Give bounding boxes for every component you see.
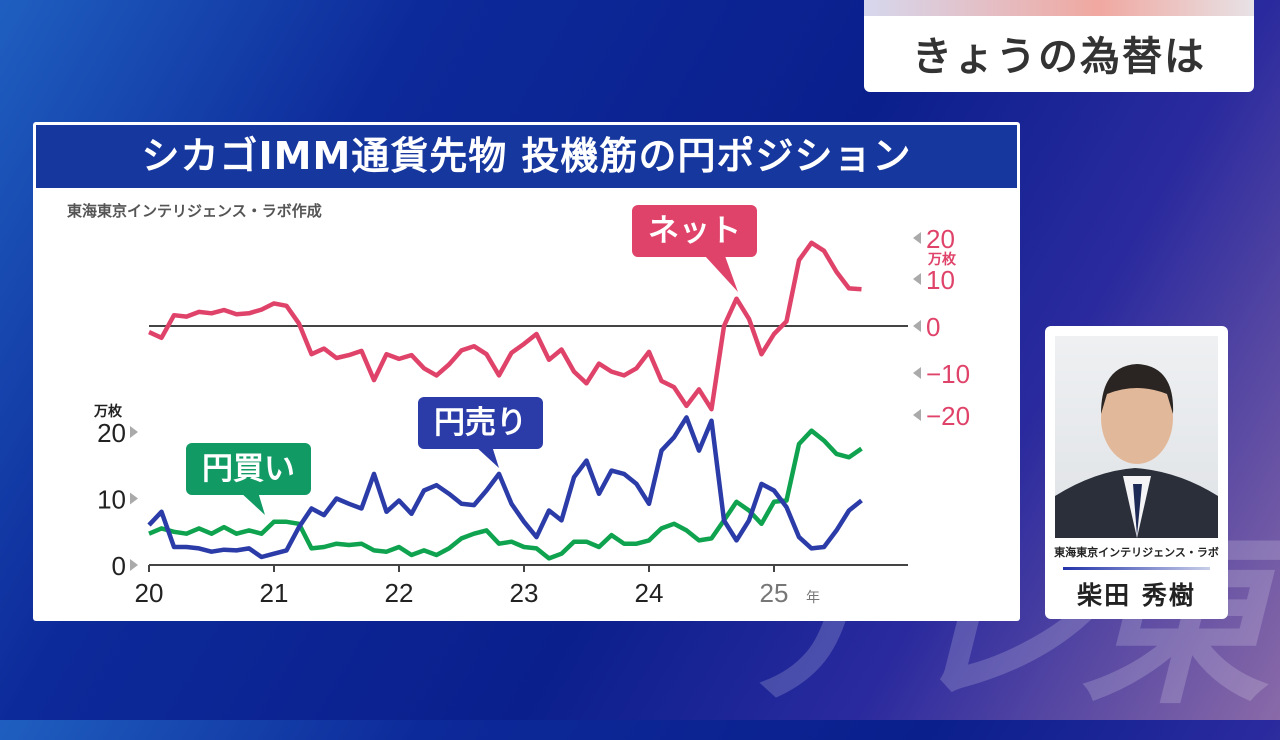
header-accent-bar: [864, 0, 1254, 16]
tick-arrow-icon: [913, 367, 921, 379]
callout-net: ネット: [632, 205, 757, 257]
left-tick-label: 0: [112, 551, 126, 581]
left-axis-unit: 万枚: [93, 403, 123, 420]
left-tick-label: 10: [97, 485, 126, 515]
tick-arrow-icon: [130, 492, 138, 505]
tick-arrow-icon: [130, 426, 138, 438]
callout-yen-sell: 円売り: [418, 397, 543, 449]
callout-yen-buy: 円買い: [186, 443, 311, 495]
header-box: きょうの為替は: [864, 0, 1254, 92]
x-tick-label: 22: [385, 578, 414, 608]
speaker-card: 東海東京インテリジェンス・ラボ 柴田 秀樹: [1045, 326, 1228, 619]
chart-title: シカゴIMM通貨先物 投機筋の円ポジション: [36, 125, 1017, 188]
callout-net-pointer: [705, 256, 738, 292]
person-icon: [1055, 364, 1218, 538]
x-tick-label: 24: [635, 578, 664, 608]
x-tick-label: 21: [260, 578, 289, 608]
right-tick-label: 20: [926, 224, 955, 254]
right-tick-label: 0: [926, 312, 940, 342]
x-unit-label: 年: [806, 590, 820, 606]
x-tick-label: 23: [510, 578, 539, 608]
x-tick-label: 25: [760, 578, 789, 608]
right-axis-unit: 万枚: [927, 251, 957, 268]
speaker-org: 東海東京インテリジェンス・ラボ: [1054, 546, 1219, 559]
series-net-line: [148, 240, 862, 412]
org-underline: [1063, 567, 1210, 570]
tick-arrow-icon: [913, 409, 921, 421]
right-tick-label: −10: [926, 359, 970, 389]
series-yen-sell-line: [147, 415, 863, 560]
speaker-photo: [1055, 336, 1218, 538]
speaker-name: 柴田 秀樹: [1077, 581, 1196, 610]
series-yen-buy-line: [148, 428, 863, 561]
chart-credit: 東海東京インテリジェンス・ラボ作成: [67, 202, 322, 220]
tick-arrow-icon: [913, 273, 921, 285]
header-title: きょうの為替は: [912, 34, 1206, 80]
tick-arrow-icon: [130, 559, 138, 571]
callout-buy-pointer: [240, 492, 265, 515]
right-tick-label: −20: [926, 401, 970, 431]
callout-sell-pointer: [475, 446, 499, 468]
chart-panel: シカゴIMM通貨先物 投機筋の円ポジション 東海東京インテリジェンス・ラボ作成: [33, 122, 1020, 621]
tick-arrow-icon: [913, 232, 921, 244]
tick-arrow-icon: [913, 320, 921, 332]
right-tick-label: 10: [926, 265, 955, 295]
x-tick-label: 20: [135, 578, 164, 608]
left-tick-label: 20: [97, 418, 126, 448]
